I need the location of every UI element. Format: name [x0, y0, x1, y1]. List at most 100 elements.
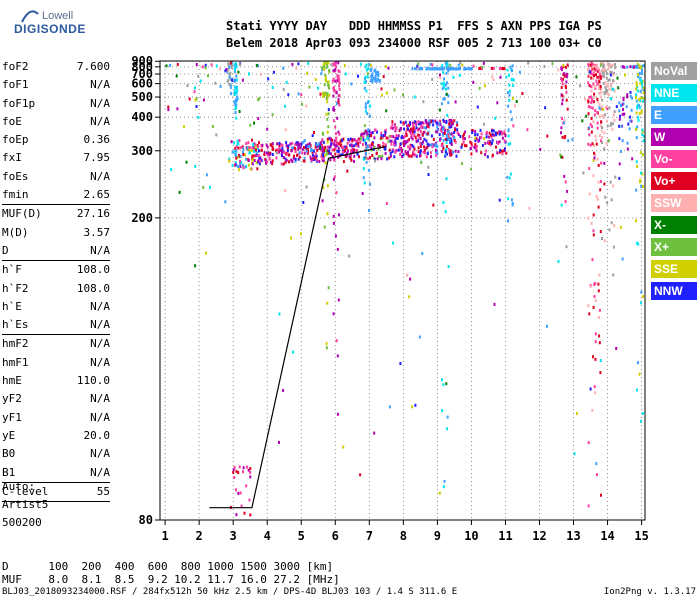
- echo-point: [454, 140, 457, 144]
- echo-point: [404, 130, 407, 134]
- echo-point: [335, 91, 338, 95]
- echo-point: [195, 63, 198, 66]
- echo-point: [271, 113, 274, 117]
- echo-point: [265, 161, 267, 165]
- echo-point: [384, 147, 387, 151]
- echo-point: [474, 143, 477, 147]
- echo-point: [251, 138, 253, 142]
- echo-point: [376, 73, 379, 77]
- echo-point: [514, 104, 516, 108]
- echo-point: [606, 83, 609, 87]
- echo-point: [404, 150, 407, 154]
- echo-point: [484, 153, 487, 156]
- echo-point: [594, 357, 597, 361]
- echo-point: [561, 98, 564, 102]
- param-row: C-level 55: [2, 483, 110, 501]
- echo-point: [255, 148, 257, 152]
- echo-point: [271, 86, 274, 89]
- echo-point: [591, 409, 594, 412]
- echo-point: [377, 147, 380, 151]
- echo-point: [275, 149, 278, 153]
- echo-point: [367, 137, 370, 141]
- echo-point: [508, 89, 511, 93]
- echo-point: [508, 176, 511, 180]
- echo-point: [445, 71, 448, 75]
- echo-point: [434, 119, 437, 123]
- echo-point: [557, 68, 560, 72]
- echo-point: [334, 125, 337, 129]
- echo-point: [285, 141, 288, 145]
- echo-point: [429, 62, 432, 66]
- echo-point: [327, 83, 330, 87]
- muf-row: MUF 8.0 8.1 8.5 9.2 10.2 11.7 16.0 27.2 …: [2, 573, 340, 586]
- echo-point: [242, 153, 245, 156]
- echo-point: [355, 142, 358, 145]
- echo-point: [230, 66, 233, 70]
- echo-point: [621, 257, 624, 261]
- echo-point: [587, 105, 590, 108]
- echo-point: [576, 412, 578, 415]
- echo-point: [445, 177, 448, 181]
- echo-point: [595, 142, 598, 146]
- echo-point: [365, 63, 368, 67]
- echo-point: [425, 67, 428, 71]
- echo-point: [603, 161, 606, 165]
- echo-point: [226, 69, 229, 73]
- echo-point: [503, 67, 506, 71]
- echo-point: [602, 62, 605, 66]
- echo-point: [579, 84, 582, 88]
- echo-point: [249, 513, 252, 517]
- echo-point: [448, 125, 451, 129]
- echo-point: [427, 173, 430, 176]
- echo-point: [640, 65, 642, 69]
- echo-point: [491, 129, 494, 133]
- params-separator: [2, 260, 110, 262]
- echo-point: [494, 116, 497, 120]
- echo-point: [643, 86, 645, 90]
- echo-point: [314, 145, 317, 148]
- echo-point: [640, 290, 643, 294]
- echo-point: [626, 147, 629, 151]
- distance-row: D 100 200 400 600 800 1000 1500 3000 [km…: [2, 560, 334, 573]
- echo-point: [592, 229, 595, 233]
- echo-point: [629, 119, 632, 123]
- echo-point: [418, 67, 421, 71]
- echo-point: [442, 86, 445, 89]
- echo-point: [234, 163, 237, 166]
- echo-point: [384, 128, 387, 132]
- echo-point: [624, 73, 626, 77]
- echo-point: [619, 114, 622, 118]
- echo-point: [258, 149, 260, 153]
- echo-point: [368, 114, 371, 118]
- echo-point: [364, 75, 367, 79]
- echo-point: [426, 124, 429, 128]
- echo-point: [270, 143, 273, 147]
- echo-point: [331, 148, 334, 152]
- echo-point: [411, 144, 414, 147]
- echo-point: [606, 89, 609, 92]
- echo-point: [449, 63, 452, 67]
- echo-point: [599, 371, 602, 375]
- echo-point: [469, 140, 472, 144]
- echo-point: [347, 138, 350, 141]
- echo-point: [403, 134, 406, 138]
- echo-point: [176, 107, 179, 111]
- echo-point: [596, 75, 598, 79]
- autoscaling-info: Auto: Artist5 500200: [2, 478, 48, 532]
- echo-point: [593, 143, 595, 147]
- param-name: D: [2, 243, 9, 257]
- echo-point: [350, 158, 353, 162]
- echo-point: [457, 150, 460, 154]
- echo-point: [235, 78, 238, 82]
- echo-point: [594, 332, 597, 336]
- echo-point: [233, 65, 236, 69]
- echo-point: [234, 161, 237, 165]
- echo-point: [284, 160, 287, 164]
- echo-point: [610, 198, 613, 202]
- echo-point: [442, 133, 445, 137]
- echo-point: [605, 90, 607, 94]
- echo-point: [454, 100, 457, 104]
- echo-point: [431, 119, 434, 123]
- echo-point: [251, 158, 254, 162]
